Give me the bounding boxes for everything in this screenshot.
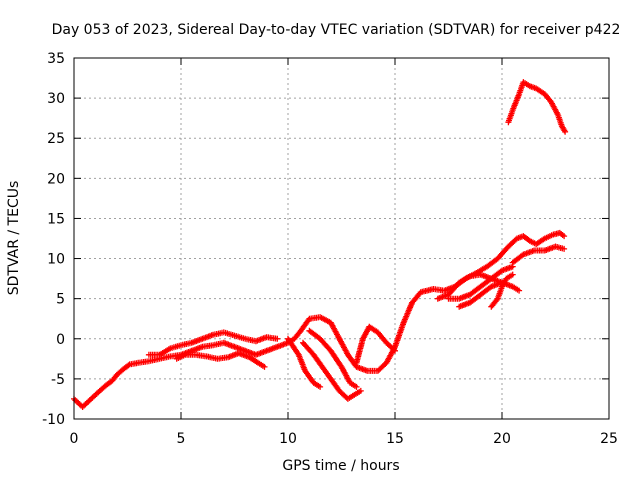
- y-tick-label: 20: [47, 171, 65, 187]
- x-tick-label: 0: [70, 431, 79, 447]
- data-point: [357, 387, 364, 394]
- chart-title: Day 053 of 2023, Sidereal Day-to-day VTE…: [52, 22, 621, 38]
- y-tick-label: 25: [47, 131, 65, 147]
- y-tick-label: -10: [42, 412, 65, 428]
- data-points: [71, 79, 569, 410]
- data-point: [353, 383, 360, 390]
- y-axis-label: SDTVAR / TECUs: [6, 181, 22, 296]
- y-tick-label: 35: [47, 51, 65, 67]
- y-tick-label: 30: [47, 91, 65, 107]
- data-point-fill: [493, 297, 500, 303]
- data-point: [561, 233, 568, 240]
- x-tick-label: 25: [600, 431, 618, 447]
- y-tick-label: -5: [51, 372, 65, 388]
- data-point-fill: [390, 346, 397, 353]
- data-point: [392, 347, 398, 354]
- data-point: [261, 363, 268, 370]
- data-point: [317, 383, 324, 390]
- x-tick-label: 10: [279, 431, 297, 447]
- data-point: [274, 335, 281, 342]
- x-axis-label: GPS time / hours: [282, 458, 399, 474]
- y-tick-label: 15: [47, 211, 65, 227]
- y-tick-label: 5: [56, 292, 65, 308]
- x-tick-label: 5: [177, 431, 186, 447]
- plot-frame: [73, 57, 610, 420]
- data-point: [561, 245, 568, 252]
- data-point: [562, 128, 569, 135]
- data-point: [509, 271, 516, 278]
- data-point-fill: [125, 362, 132, 369]
- axis-ticks: -10 -5 0 5 10 15 20 25 30 35 0 5 10 15 20 25: [42, 51, 618, 447]
- x-tick-label: 15: [386, 431, 404, 447]
- data-point: [516, 287, 523, 294]
- y-tick-label: 0: [56, 332, 65, 348]
- x-tick-label: 20: [493, 431, 511, 447]
- y-tick-label: 10: [47, 252, 65, 268]
